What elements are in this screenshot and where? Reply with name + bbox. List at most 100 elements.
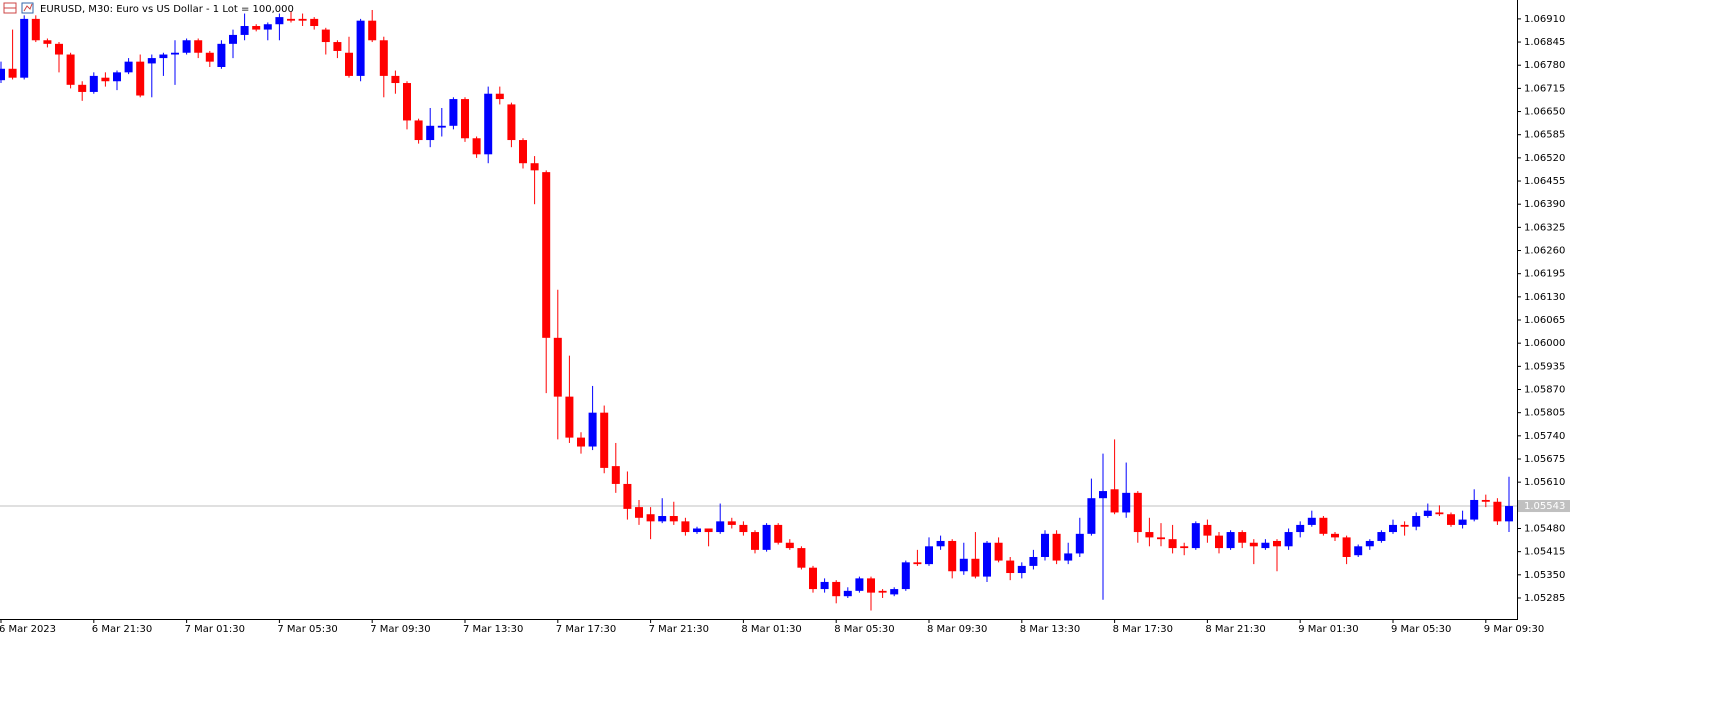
candle-body: [832, 581, 841, 597]
y-tick-label: 1.05675: [1524, 454, 1565, 465]
candle-body: [345, 52, 353, 76]
candle-body: [1458, 519, 1467, 525]
candle-body: [1365, 540, 1374, 547]
candle-body: [1087, 498, 1096, 534]
candle-body: [751, 532, 759, 550]
candle-body: [1435, 512, 1444, 515]
candle-body: [669, 516, 678, 522]
candle-body: [1249, 542, 1258, 547]
candle-body: [994, 542, 1003, 561]
y-tick-label: 1.06780: [1524, 60, 1565, 71]
candle-body: [1423, 510, 1432, 517]
y-tick-label: 1.06065: [1524, 315, 1565, 326]
candle-body: [437, 125, 446, 128]
candle-body: [1493, 501, 1502, 522]
x-tick-label: 8 Mar 01:30: [741, 624, 801, 635]
y-tick-label: 1.05805: [1524, 408, 1565, 419]
candle-body: [1064, 553, 1073, 561]
candle-body: [194, 40, 203, 53]
candle-body: [530, 163, 539, 171]
y-tick-label: 1.06390: [1524, 199, 1565, 210]
candle-body: [113, 72, 121, 82]
y-tick-label: 1.06650: [1524, 107, 1565, 118]
y-tick-label: 1.05285: [1524, 593, 1565, 604]
x-tick-label: 7 Mar 13:30: [463, 624, 523, 635]
candle-body: [1203, 524, 1212, 536]
candle-body: [1481, 499, 1490, 502]
current-price-label: 1.05543: [1524, 501, 1565, 512]
candle-body: [1238, 532, 1247, 543]
candle-body: [472, 138, 481, 155]
candle-body: [1168, 539, 1177, 549]
candle-body: [20, 18, 29, 78]
candle-body: [948, 540, 957, 572]
y-tick-label: 1.05350: [1524, 570, 1565, 581]
candle-body: [1284, 532, 1293, 547]
y-tick-label: 1.06585: [1524, 130, 1565, 141]
x-tick-label: 7 Mar 05:30: [277, 624, 337, 635]
chart-title: EURUSD, M30: Euro vs US Dollar - 1 Lot =…: [40, 4, 294, 15]
candle-body: [727, 521, 736, 525]
candle-body: [1273, 540, 1281, 547]
y-tick-label: 1.06130: [1524, 292, 1565, 303]
candle-body: [623, 483, 632, 509]
candle-body: [797, 548, 806, 568]
x-tick-label: 9 Mar 01:30: [1298, 624, 1358, 635]
candle-body: [391, 75, 400, 84]
y-tick-label: 1.06260: [1524, 246, 1565, 257]
candle-body: [1412, 516, 1421, 527]
x-tick-label: 6 Mar 21:30: [92, 624, 152, 635]
candle-body: [1122, 492, 1131, 513]
x-tick-label: 6 Mar 2023: [0, 624, 56, 635]
candle-body: [1099, 491, 1107, 499]
candle-body: [507, 104, 516, 141]
candle-body: [1029, 556, 1038, 566]
candle-body: [588, 412, 597, 447]
icon-chart: [21, 2, 34, 14]
candle-body: [368, 20, 377, 41]
candle-body: [901, 562, 910, 590]
candle-body: [936, 540, 945, 547]
candle-body: [484, 93, 493, 155]
candle-body: [182, 40, 191, 53]
candle-body: [321, 29, 330, 43]
candle-body: [1389, 524, 1397, 533]
symbol-icons: [3, 2, 34, 14]
candle-body: [1342, 537, 1351, 557]
candle-body: [136, 61, 145, 96]
candle-body: [1017, 565, 1026, 574]
y-tick-label: 1.05610: [1524, 477, 1565, 488]
candle-body: [519, 140, 527, 164]
y-tick-label: 1.05415: [1524, 547, 1565, 558]
y-tick-label: 1.06325: [1524, 222, 1565, 233]
candle-body: [356, 20, 365, 76]
candle-body: [971, 558, 980, 577]
candle-body: [693, 528, 701, 533]
candle-body: [0, 68, 5, 81]
candle-body: [379, 40, 388, 76]
y-tick-label: 1.06520: [1524, 153, 1565, 164]
x-tick-label: 8 Mar 13:30: [1020, 624, 1080, 635]
candle-body: [426, 125, 435, 141]
candle-body: [959, 558, 968, 572]
y-tick-label: 1.05740: [1524, 431, 1565, 442]
x-tick-label: 7 Mar 17:30: [556, 624, 616, 635]
y-tick-label: 1.06715: [1524, 83, 1565, 94]
x-tick-label: 8 Mar 09:30: [927, 624, 987, 635]
candle-body: [147, 58, 156, 64]
candle-body: [1447, 514, 1455, 525]
candle-body: [565, 396, 574, 438]
x-tick-label: 9 Mar 05:30: [1391, 624, 1451, 635]
candle-body: [55, 43, 63, 55]
candle-body: [229, 34, 237, 44]
candle-body: [913, 562, 922, 565]
candle-body: [577, 437, 585, 447]
y-tick-label: 1.06455: [1524, 176, 1565, 187]
candle-body: [159, 54, 168, 59]
candle-body: [1400, 524, 1409, 527]
x-tick-label: 7 Mar 01:30: [185, 624, 245, 635]
candle-body: [495, 93, 504, 100]
candle-body: [681, 521, 690, 533]
